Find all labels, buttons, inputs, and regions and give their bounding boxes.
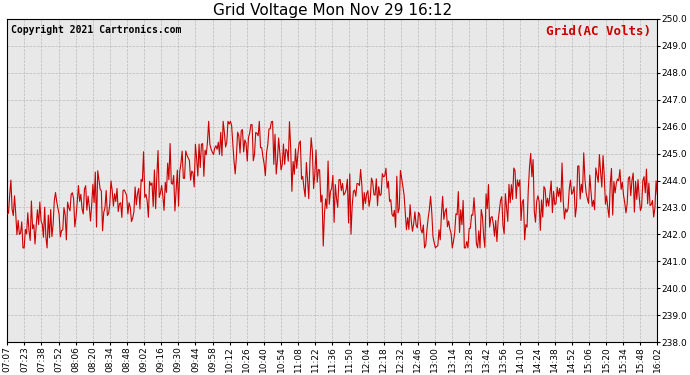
- Title: Grid Voltage Mon Nov 29 16:12: Grid Voltage Mon Nov 29 16:12: [213, 3, 452, 18]
- Text: Grid(AC Volts): Grid(AC Volts): [546, 26, 651, 38]
- Text: Copyright 2021 Cartronics.com: Copyright 2021 Cartronics.com: [10, 26, 181, 36]
